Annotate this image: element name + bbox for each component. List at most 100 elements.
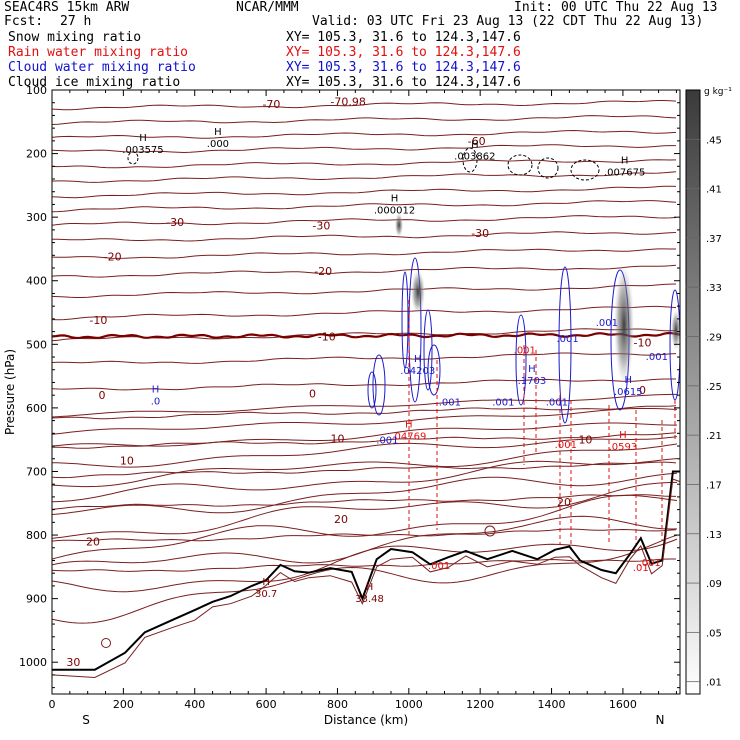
x-tick-label: 0 xyxy=(49,698,56,711)
temperature-contour xyxy=(51,528,677,542)
temperature-contour-label: 0 xyxy=(309,387,316,400)
x-tick-label: 1000 xyxy=(395,698,423,711)
temperature-contour-label: -10 xyxy=(89,314,107,327)
extremum-value-label: .000012 xyxy=(374,206,415,217)
extremum-marker: H xyxy=(621,155,629,166)
colorbar-tick-label: .01 xyxy=(706,678,722,689)
center-title: NCAR/MMM xyxy=(236,0,299,15)
temperature-contour-label: -30 xyxy=(166,216,184,229)
x-tick-label: 1600 xyxy=(609,698,637,711)
contour-lines-layer xyxy=(51,100,681,679)
cloud-ice-contour xyxy=(537,157,559,179)
x-tick-label: 1200 xyxy=(466,698,494,711)
extremum-value-label: .1703 xyxy=(518,376,547,387)
temperature-contour xyxy=(51,407,678,435)
extremum-marker: H xyxy=(405,419,413,430)
extremum-marker: H xyxy=(139,133,147,144)
temperature-contour-label: -30 xyxy=(471,227,489,240)
temperature-contour xyxy=(51,378,676,391)
temperature-contour xyxy=(51,393,677,418)
cloud-water-label: .001 xyxy=(376,436,398,447)
cloud-water-contour xyxy=(367,371,377,409)
temperature-contour-label: 20 xyxy=(557,496,571,509)
rain-water-label: .01 xyxy=(633,563,649,574)
field-xy-cloud-water: XY= 105.3, 31.6 to 124.3,147.6 xyxy=(286,60,521,75)
y-tick-label: 400 xyxy=(26,275,47,288)
y-tick-label: 600 xyxy=(26,402,47,415)
temperature-contour xyxy=(51,328,677,342)
temperature-contour xyxy=(51,352,677,364)
cloud-water-label: .001 xyxy=(556,334,578,345)
extremum-value-label: 30.7 xyxy=(255,589,277,600)
north-end-label: N xyxy=(656,713,665,727)
temperature-contour xyxy=(51,481,678,539)
field-xy-rain: XY= 105.3, 31.6 to 124.3,147.6 xyxy=(286,45,521,60)
temperature-contour-label: -20 xyxy=(314,265,332,278)
extremum-value-label: 33.48 xyxy=(355,594,384,605)
snow-shading xyxy=(671,310,681,350)
cloud-water-contour xyxy=(423,309,433,391)
y-tick-label: 1000 xyxy=(19,656,47,669)
temperature-contour xyxy=(51,405,677,420)
cloud-water-contour xyxy=(401,271,409,369)
temperature-contour xyxy=(51,185,677,199)
temperature-contour xyxy=(51,215,677,226)
rain-water-label: .001 xyxy=(555,440,577,451)
cloud-water-contour xyxy=(427,344,441,396)
rain-water-label: .001 xyxy=(639,558,661,569)
cloud-water-label: .001 xyxy=(596,318,618,329)
colorbar-unit: g kg⁻¹ xyxy=(704,87,732,97)
temperature-contour-label: 20 xyxy=(334,513,348,526)
extremum-value-label: .003862 xyxy=(454,152,495,163)
y-tick-label: 100 xyxy=(26,84,47,97)
freezing-level-contour xyxy=(51,331,681,340)
temperature-contour xyxy=(51,461,677,479)
colorbar-tick-label: .09 xyxy=(706,579,722,590)
temperature-contour xyxy=(51,494,677,510)
colorbar-tick-label: .05 xyxy=(706,628,722,639)
snow-shading xyxy=(395,213,403,237)
temperature-contour xyxy=(51,283,677,298)
extremum-value-label: .0615 xyxy=(614,387,643,398)
temperature-contour xyxy=(51,558,676,572)
model-title: SEAC4RS 15km ARW xyxy=(4,0,130,15)
y-tick-label: 800 xyxy=(26,529,47,542)
cloud-ice-contour xyxy=(507,154,533,176)
colorbar-ramp xyxy=(685,89,701,695)
y-tick-label: 300 xyxy=(26,211,47,224)
temperature-contour-label: -30 xyxy=(312,219,330,232)
extremum-value-label: .003575 xyxy=(122,145,163,156)
colorbar-tick-label: .41 xyxy=(706,185,722,196)
terrain-line xyxy=(52,470,680,671)
field-name-snow: Snow mixing ratio xyxy=(8,30,142,45)
temperature-contour xyxy=(52,231,677,242)
cloud-water-contour xyxy=(558,266,572,424)
south-end-label: S xyxy=(82,713,90,727)
x-tick-label: 200 xyxy=(113,698,134,711)
extremum-value-label: .0 xyxy=(151,396,161,407)
temperature-contour-label: 10 xyxy=(120,455,134,468)
cloud-water-contour xyxy=(372,354,386,416)
snow-shading xyxy=(614,265,634,385)
extremum-marker: H xyxy=(152,384,160,395)
temperature-contour xyxy=(51,534,678,624)
colorbar-tick-label: .17 xyxy=(706,480,722,491)
cloud-ice-contour xyxy=(462,147,478,173)
x-tick-label: 1400 xyxy=(538,698,566,711)
field-name-rain: Rain water mixing ratio xyxy=(8,45,189,60)
snow-shading xyxy=(411,270,425,314)
y-tick-label: 900 xyxy=(26,593,47,606)
field-xy-cloud-ice: XY= 105.3, 31.6 to 124.3,147.6 xyxy=(286,75,521,90)
x-axis-label: Distance (km) xyxy=(324,713,408,727)
x-tick-label: 600 xyxy=(256,698,277,711)
extremum-value-label: .04769 xyxy=(391,431,426,442)
temperature-contour-closed xyxy=(484,525,496,537)
init-time: Init: 00 UTC Thu 22 Aug 13 xyxy=(514,0,718,15)
temperature-contour-label: -10 xyxy=(634,336,652,349)
temperature-contour-label: -70.98 xyxy=(330,95,365,108)
plot-frame xyxy=(51,89,681,695)
temperature-contour-label: -20 xyxy=(104,251,122,264)
extremum-marker: H xyxy=(214,127,222,138)
temperature-contour xyxy=(51,200,677,213)
